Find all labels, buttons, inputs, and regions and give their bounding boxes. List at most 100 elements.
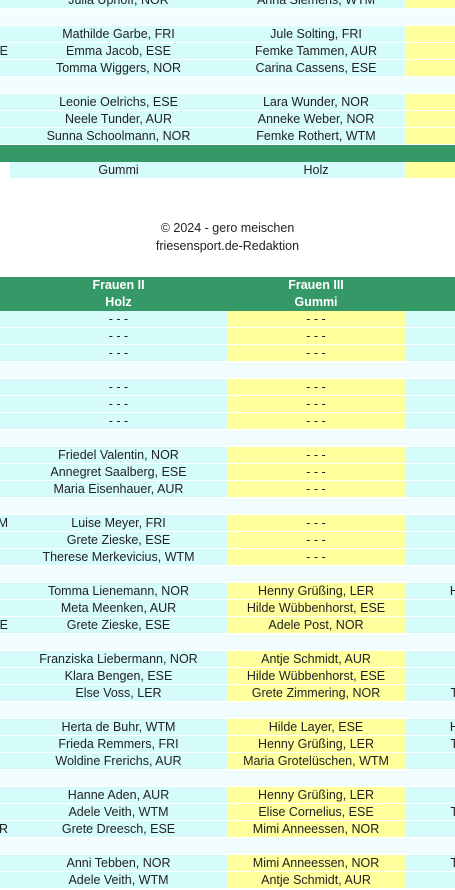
spacer-cell xyxy=(227,566,405,583)
table-cell: Tomma Lienemann, NOR xyxy=(10,583,227,600)
table-cell: Maria Eisenhauer, AUR xyxy=(10,481,227,498)
table-cell xyxy=(0,532,10,549)
spacer-cell xyxy=(0,634,10,651)
table-cell: Woldine Frerichs, AUR xyxy=(10,753,227,770)
table-cell: Elise Cornelius, ESE xyxy=(227,804,405,821)
table-cell: Adele Veith, WTM xyxy=(10,804,227,821)
table-cell: - - - xyxy=(10,311,227,328)
table-cell: - - - xyxy=(227,328,405,345)
table-cell: Maria Grotelüschen, WTM xyxy=(227,753,405,770)
column-header: Frauen III xyxy=(288,278,344,292)
spacer-cell xyxy=(405,9,455,26)
table-cell xyxy=(0,872,10,889)
spacer-cell xyxy=(227,362,405,379)
spacer-cell xyxy=(10,702,227,719)
table-cell xyxy=(0,651,10,668)
table-cell xyxy=(405,311,455,328)
table-cell xyxy=(0,26,10,43)
table-cell xyxy=(0,447,10,464)
table-cell: Tomk xyxy=(405,94,455,111)
table-cell: Henriet xyxy=(405,583,455,600)
table-cell: Mimi Anneessen, NOR xyxy=(227,855,405,872)
spacer-cell xyxy=(0,77,10,94)
table-cell: Theres xyxy=(405,736,455,753)
spacer-cell xyxy=(405,362,455,379)
table-cell: Lara Wunder, NOR xyxy=(227,94,405,111)
spacer-cell xyxy=(0,498,10,515)
spacer-cell xyxy=(0,9,10,26)
table-cell: - - - xyxy=(227,345,405,362)
table-cell: Theres xyxy=(405,685,455,702)
table-cell xyxy=(0,111,10,128)
header-bar xyxy=(0,145,455,162)
table-cell: Altin xyxy=(405,651,455,668)
table-cell: Im xyxy=(405,111,455,128)
spacer-cell xyxy=(10,634,227,651)
spacer-cell xyxy=(10,362,227,379)
table-cell xyxy=(405,515,455,532)
table-cell: Anni xyxy=(405,872,455,889)
table-cell: Adele Post, NOR xyxy=(227,617,405,634)
spacer-cell xyxy=(10,9,227,26)
table-cell: Mimi xyxy=(405,617,455,634)
spacer-cell xyxy=(227,430,405,447)
table-cell: - - - xyxy=(10,328,227,345)
spacer-cell xyxy=(227,702,405,719)
spacer-cell xyxy=(0,362,10,379)
table-cell: E xyxy=(0,617,10,634)
table-cell: - - - xyxy=(227,396,405,413)
table-cell: M xyxy=(405,26,455,43)
table-cell: Emma Jacob, ESE xyxy=(10,43,227,60)
table-cell: Henriet xyxy=(405,719,455,736)
table-cell xyxy=(0,328,10,345)
spacer-cell xyxy=(0,430,10,447)
footer-cell: Holz xyxy=(227,162,405,179)
table-cell xyxy=(0,855,10,872)
table-cell: Theres xyxy=(405,804,455,821)
table-cell: Hilde Layer, ESE xyxy=(227,719,405,736)
table-cell: Klara Bengen, ESE xyxy=(10,668,227,685)
table-cell: Femke Rothert, WTM xyxy=(227,128,405,145)
spacer-cell xyxy=(0,566,10,583)
table-cell: - - - xyxy=(227,549,405,566)
table-cell xyxy=(0,464,10,481)
column-header: Holz xyxy=(105,295,132,309)
table-cell: Anneke Weber, NOR xyxy=(227,111,405,128)
spacer-cell xyxy=(405,634,455,651)
table-cell: - - - xyxy=(227,413,405,430)
table-cell: Hanne Aden, AUR xyxy=(10,787,227,804)
table-cell xyxy=(0,396,10,413)
table-cell: M xyxy=(405,600,455,617)
table-cell xyxy=(0,0,10,9)
table-cell: Henny Grüßing, LER xyxy=(227,787,405,804)
table-cell: - - - xyxy=(10,396,227,413)
table-cell: Jule Solting, FRI xyxy=(227,26,405,43)
table-cell: Anna Siemens, WTM xyxy=(227,0,405,9)
table-cell: Hilde Wübbenhorst, ESE xyxy=(227,600,405,617)
spacer-cell xyxy=(405,566,455,583)
table-cell: Antje Schmidt, AUR xyxy=(227,651,405,668)
table-cell xyxy=(0,787,10,804)
table-cell: Grete Dreesch, ESE xyxy=(10,821,227,838)
table-cell: Grete Zieske, ESE xyxy=(10,532,227,549)
table-cell: Anni Tebben, NOR xyxy=(10,855,227,872)
table-cell: Luise Meyer, FRI xyxy=(10,515,227,532)
table-cell xyxy=(405,464,455,481)
spacer-cell xyxy=(405,77,455,94)
table-cell xyxy=(0,685,10,702)
table-cell: Fen xyxy=(405,0,455,9)
table-cell: Else Voss, LER xyxy=(10,685,227,702)
table-cell xyxy=(405,549,455,566)
footer-cell xyxy=(405,162,455,179)
table-cell: Mimi Anneessen, NOR xyxy=(227,821,405,838)
table-cell xyxy=(405,328,455,345)
spacer-cell xyxy=(227,9,405,26)
column-header: Gummi xyxy=(294,295,338,309)
column-header: Frauen II xyxy=(92,278,145,292)
table-cell: M xyxy=(0,515,10,532)
spacer-cell xyxy=(227,77,405,94)
spacer-cell xyxy=(10,838,227,855)
table-cell: Frie xyxy=(405,668,455,685)
table-cell xyxy=(0,379,10,396)
